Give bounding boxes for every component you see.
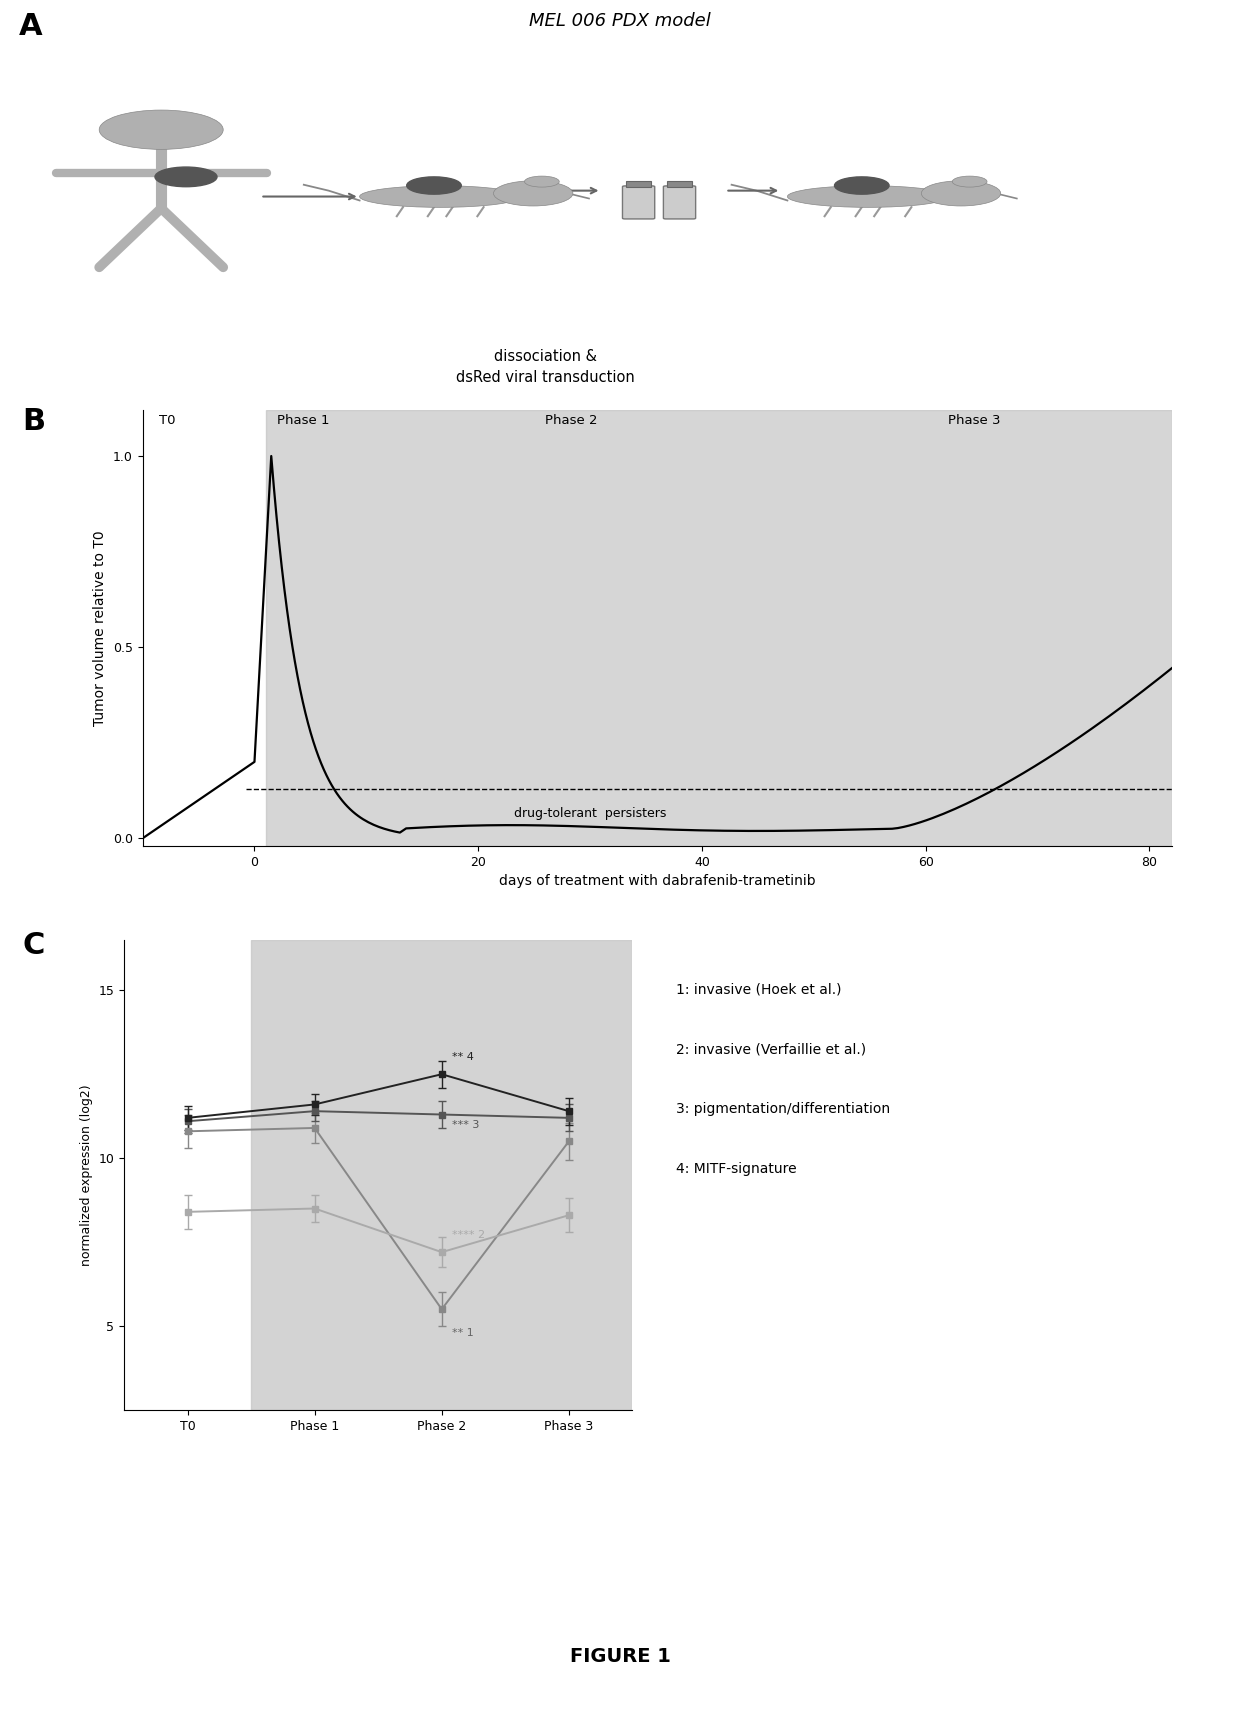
Circle shape bbox=[99, 109, 223, 149]
Text: Phase 3: Phase 3 bbox=[949, 414, 1001, 427]
Circle shape bbox=[952, 176, 987, 186]
Y-axis label: normalized expression (log2): normalized expression (log2) bbox=[79, 1084, 93, 1266]
Text: 1: invasive (Hoek et al.): 1: invasive (Hoek et al.) bbox=[676, 983, 841, 996]
Text: Phase 1: Phase 1 bbox=[277, 414, 330, 427]
Text: MEL 006 PDX model: MEL 006 PDX model bbox=[529, 12, 711, 29]
FancyBboxPatch shape bbox=[663, 186, 696, 219]
Text: dissociation &
dsRed viral transduction: dissociation & dsRed viral transduction bbox=[456, 349, 635, 385]
Bar bbox=[250, 940, 632, 1410]
Y-axis label: Tumor volume relative to T0: Tumor volume relative to T0 bbox=[93, 530, 108, 726]
Ellipse shape bbox=[787, 186, 949, 207]
Text: ** 1: ** 1 bbox=[451, 1328, 474, 1338]
Circle shape bbox=[155, 167, 217, 186]
Bar bbox=[667, 181, 692, 186]
Bar bbox=[265, 410, 1172, 846]
Ellipse shape bbox=[360, 186, 521, 207]
X-axis label: days of treatment with dabrafenib-trametinib: days of treatment with dabrafenib-tramet… bbox=[498, 875, 816, 889]
Bar bbox=[626, 181, 651, 186]
Circle shape bbox=[494, 181, 573, 207]
FancyBboxPatch shape bbox=[622, 186, 655, 219]
Text: C: C bbox=[22, 931, 45, 960]
Text: 2: invasive (Verfaillie et al.): 2: invasive (Verfaillie et al.) bbox=[676, 1042, 866, 1056]
Text: B: B bbox=[22, 407, 46, 436]
Text: 3: pigmentation/differentiation: 3: pigmentation/differentiation bbox=[676, 1102, 890, 1116]
Text: drug-tolerant  persisters: drug-tolerant persisters bbox=[513, 807, 666, 820]
Text: T0: T0 bbox=[160, 414, 176, 427]
Text: *** 3: *** 3 bbox=[451, 1119, 480, 1130]
Text: **** 2: **** 2 bbox=[451, 1230, 485, 1241]
Text: ** 4: ** 4 bbox=[451, 1053, 474, 1063]
Text: 4: MITF-signature: 4: MITF-signature bbox=[676, 1162, 796, 1176]
Circle shape bbox=[407, 176, 461, 195]
Text: A: A bbox=[19, 12, 42, 41]
Text: Phase 2: Phase 2 bbox=[546, 414, 598, 427]
Text: FIGURE 1: FIGURE 1 bbox=[569, 1647, 671, 1666]
Circle shape bbox=[921, 181, 1001, 207]
Circle shape bbox=[835, 176, 889, 195]
Circle shape bbox=[525, 176, 559, 186]
